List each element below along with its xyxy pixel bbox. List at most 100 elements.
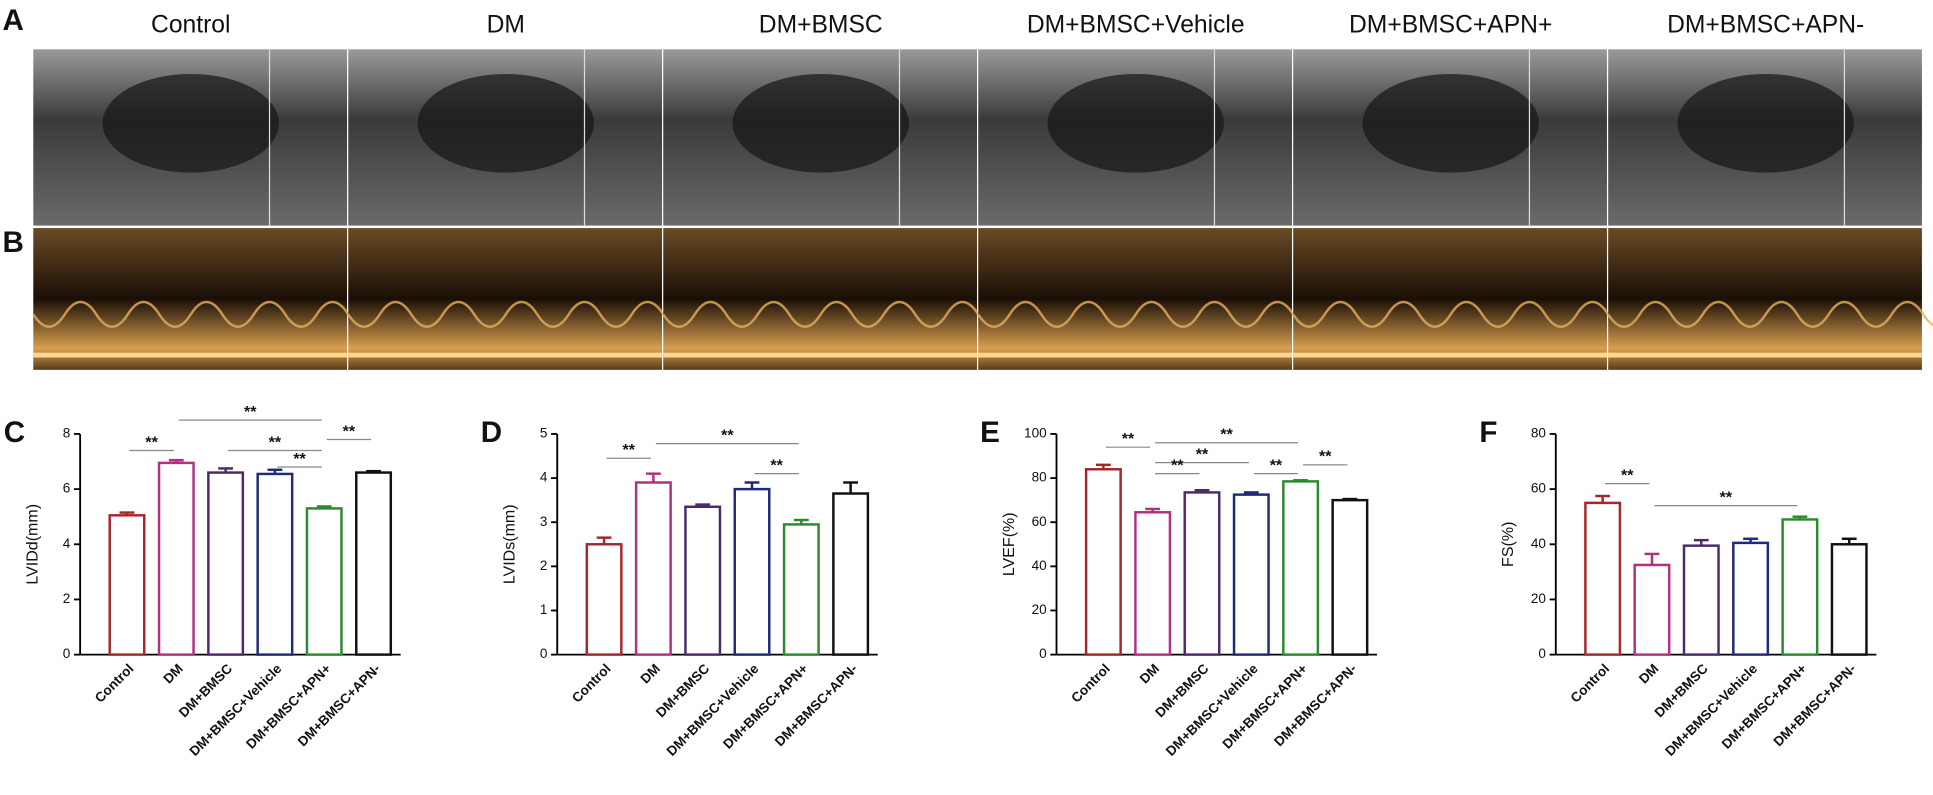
significance-label: ** [1720, 489, 1733, 507]
bar [355, 471, 393, 656]
bar [1282, 480, 1320, 656]
column-label: DM+BMSC+APN- [1667, 11, 1864, 38]
mmode-trace [662, 300, 1011, 328]
x-tick-label: DM+BMSC+APN+ [243, 661, 334, 752]
y-tick-label: 100 [1024, 426, 1047, 441]
bar [684, 505, 722, 656]
bar [1584, 501, 1622, 656]
x-tick-label: DM+BMSC+APN- [772, 661, 860, 749]
panel-label: A [2, 4, 23, 37]
y-tick-label: 4 [540, 470, 548, 485]
y-tick-label: 2 [540, 558, 548, 573]
panel-label: E [980, 416, 1000, 449]
echo-cavity [417, 73, 594, 173]
bar [1732, 541, 1770, 656]
column-label: DM [487, 11, 525, 38]
bar [1232, 493, 1270, 656]
y-tick-label: 1 [540, 602, 548, 617]
x-tick-label: DM [637, 661, 663, 687]
bar [305, 507, 343, 656]
bar [108, 514, 146, 656]
bar [832, 492, 870, 656]
significance-label: ** [770, 457, 783, 475]
mmode-image [978, 228, 1292, 370]
x-tick-label: DM+BMSC+Vehicle [187, 661, 285, 759]
x-tick-label: DM+BMSC+APN- [295, 661, 383, 749]
bar [634, 481, 672, 656]
mmode-trace [347, 300, 696, 328]
significance-label: ** [269, 433, 282, 451]
y-tick-label: 0 [1039, 646, 1047, 661]
bar [585, 543, 623, 656]
bar [782, 523, 820, 656]
bar [1331, 498, 1369, 656]
echo-cavity [102, 73, 279, 173]
y-axis-label: LVIDd(mm) [24, 504, 42, 585]
y-axis-label: LVEF(%) [1000, 512, 1018, 576]
bar [1781, 518, 1819, 656]
mmode-trace [1292, 300, 1641, 328]
column-label: DM+BMSC+APN+ [1349, 11, 1552, 38]
y-tick-label: 60 [1531, 481, 1546, 496]
panel-label: F [1479, 416, 1497, 449]
echo-cavity [1047, 73, 1224, 173]
x-tick-label: DM [160, 661, 186, 687]
significance-label: ** [1220, 426, 1233, 444]
y-tick-label: 2 [63, 591, 71, 606]
x-tick-label: DM [1636, 661, 1662, 687]
y-tick-label: 6 [63, 481, 71, 496]
mmode-image [663, 228, 977, 370]
y-tick-label: 80 [1032, 470, 1047, 485]
mmode-image [33, 228, 348, 370]
y-tick-label: 20 [1531, 591, 1546, 606]
bar [1134, 511, 1172, 656]
y-tick-label: 8 [63, 426, 71, 441]
y-tick-label: 80 [1531, 426, 1546, 441]
mmode-trace [1607, 300, 1933, 328]
x-tick-label: DM+BMSC+APN+ [1719, 661, 1810, 752]
y-tick-label: 40 [1531, 536, 1546, 551]
mmode-image [1608, 228, 1922, 370]
y-tick-label: 20 [1032, 602, 1047, 617]
x-tick-label: Control [1068, 661, 1113, 706]
mmode-image [348, 228, 663, 370]
column-label: DM+BMSC [759, 11, 883, 38]
significance-label: ** [1196, 445, 1209, 463]
panel-label: D [481, 416, 502, 449]
bar [157, 461, 195, 656]
significance-label: ** [1621, 466, 1634, 484]
bar [733, 487, 771, 656]
bar [1633, 563, 1671, 656]
significance-label: ** [343, 422, 356, 440]
x-tick-label: DM+BMSC+APN- [1770, 661, 1858, 749]
bar [1084, 468, 1122, 656]
significance-label: ** [1122, 430, 1135, 448]
significance-label: ** [293, 450, 306, 468]
panel-label: C [4, 416, 25, 449]
column-label: Control [151, 11, 230, 38]
y-axis-label: LVIDs(mm) [501, 504, 519, 584]
column-label: DM+BMSC+Vehicle [1027, 11, 1245, 38]
significance-label: ** [244, 403, 257, 421]
x-tick-label: DM+BMSC+Vehicle [664, 661, 762, 759]
bar [1183, 491, 1221, 656]
y-tick-label: 40 [1032, 558, 1047, 573]
y-tick-label: 0 [63, 646, 71, 661]
x-tick-label: DM [1137, 661, 1163, 687]
bar [207, 471, 245, 656]
y-axis-label: FS(%) [1499, 522, 1517, 567]
mmode-trace [977, 300, 1326, 328]
significance-label: ** [622, 441, 635, 459]
significance-label: ** [1270, 457, 1283, 475]
panel-label: B [2, 226, 23, 259]
bar [256, 472, 294, 656]
significance-label: ** [145, 433, 158, 451]
x-tick-label: DM+BMSC+APN- [1271, 661, 1359, 749]
y-tick-label: 60 [1032, 514, 1047, 529]
significance-label: ** [1319, 448, 1332, 466]
x-tick-label: Control [92, 661, 137, 706]
echo-cavity [1677, 73, 1854, 173]
y-tick-label: 0 [540, 646, 548, 661]
x-tick-label: DM+BMSC+APN+ [1219, 661, 1310, 752]
